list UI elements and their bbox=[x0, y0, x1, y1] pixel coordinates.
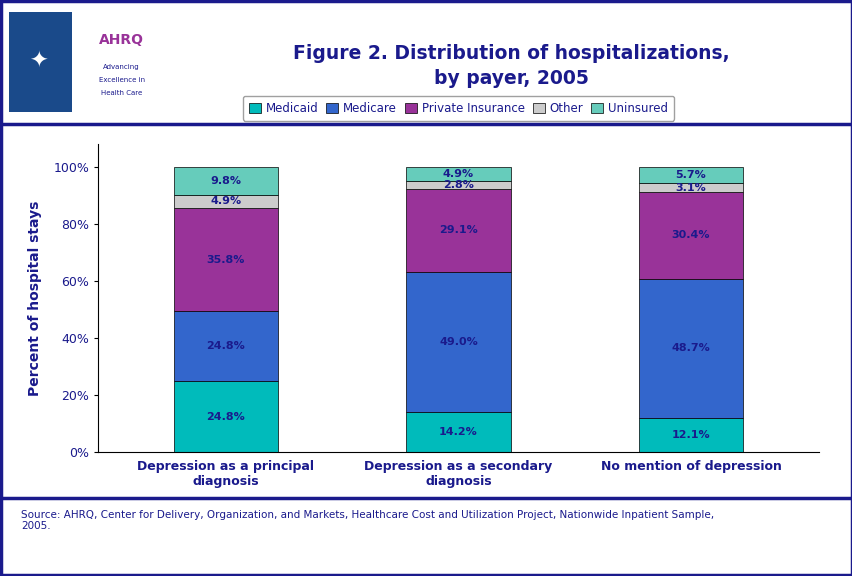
Bar bbox=[406, 189, 510, 272]
Text: Figure 2. Distribution of hospitalizations,
by payer, 2005: Figure 2. Distribution of hospitalizatio… bbox=[293, 44, 729, 88]
Bar bbox=[406, 181, 510, 189]
Bar bbox=[638, 183, 742, 192]
Text: 29.1%: 29.1% bbox=[439, 225, 477, 236]
Text: AHRQ: AHRQ bbox=[99, 33, 144, 47]
Text: Source: AHRQ, Center for Delivery, Organization, and Markets, Healthcare Cost an: Source: AHRQ, Center for Delivery, Organ… bbox=[21, 510, 714, 531]
Bar bbox=[72, 12, 175, 112]
Bar bbox=[406, 412, 510, 452]
Text: 3.1%: 3.1% bbox=[675, 183, 705, 192]
Text: 2.8%: 2.8% bbox=[442, 180, 474, 190]
Text: 24.8%: 24.8% bbox=[206, 341, 245, 351]
Text: 48.7%: 48.7% bbox=[671, 343, 710, 353]
Y-axis label: Percent of hospital stays: Percent of hospital stays bbox=[28, 200, 42, 396]
Text: Excellence in: Excellence in bbox=[99, 77, 145, 83]
Text: 5.7%: 5.7% bbox=[675, 170, 705, 180]
Bar bbox=[9, 12, 72, 112]
Bar bbox=[406, 167, 510, 181]
Bar bbox=[174, 310, 278, 381]
Bar bbox=[174, 166, 278, 195]
Bar bbox=[406, 272, 510, 412]
Bar bbox=[638, 192, 742, 279]
Bar bbox=[174, 209, 278, 310]
Bar bbox=[174, 381, 278, 452]
Bar bbox=[638, 167, 742, 183]
Bar bbox=[638, 418, 742, 452]
FancyBboxPatch shape bbox=[9, 12, 175, 112]
Text: 14.2%: 14.2% bbox=[439, 427, 477, 437]
Text: 49.0%: 49.0% bbox=[439, 337, 477, 347]
Text: 4.9%: 4.9% bbox=[210, 196, 241, 206]
Text: ✦: ✦ bbox=[29, 52, 48, 72]
Text: 24.8%: 24.8% bbox=[206, 412, 245, 422]
Text: 12.1%: 12.1% bbox=[671, 430, 710, 440]
Text: 30.4%: 30.4% bbox=[671, 230, 710, 240]
Text: 35.8%: 35.8% bbox=[206, 255, 245, 264]
Text: Advancing: Advancing bbox=[103, 64, 140, 70]
Legend: Medicaid, Medicare, Private Insurance, Other, Uninsured: Medicaid, Medicare, Private Insurance, O… bbox=[243, 96, 673, 121]
Text: 9.8%: 9.8% bbox=[210, 176, 241, 185]
Bar bbox=[638, 279, 742, 418]
Text: Health Care: Health Care bbox=[101, 90, 142, 96]
Text: 4.9%: 4.9% bbox=[442, 169, 474, 179]
Bar bbox=[174, 195, 278, 209]
